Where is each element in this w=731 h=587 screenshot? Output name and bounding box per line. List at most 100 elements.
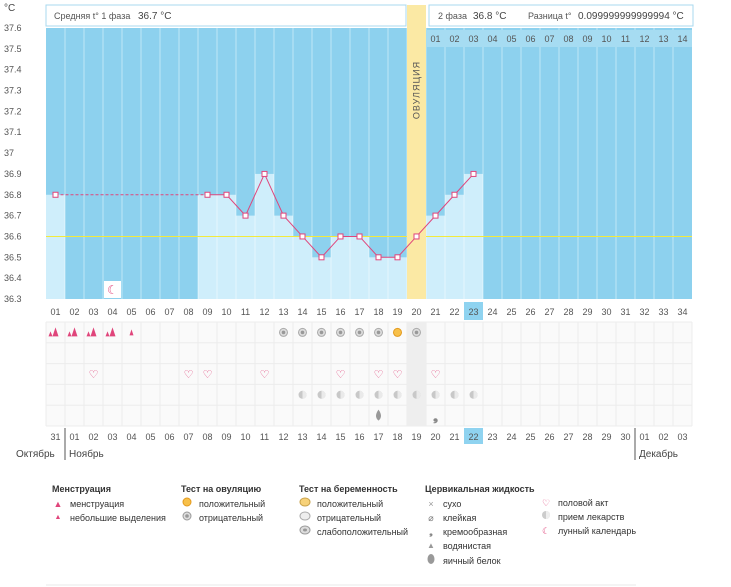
- ovulation-negative-dot: [319, 330, 324, 335]
- menstruation-icon: [105, 331, 110, 337]
- ovulation-negative-dot: [376, 330, 381, 335]
- creamy-icon: ❟: [433, 410, 438, 425]
- y-tick-label: 36.4: [4, 273, 22, 283]
- pill-half: [321, 390, 326, 399]
- negative-test-icon: [181, 511, 193, 525]
- temp-bar: [445, 194, 464, 299]
- post-ovulation-day: 04: [487, 34, 497, 44]
- legend-item: слабоположительный: [317, 527, 409, 537]
- menstruation-icon: [86, 331, 91, 337]
- cycle-day-label: 09: [202, 307, 212, 317]
- y-tick-label: 36.9: [4, 169, 22, 179]
- cycle-day-label: 33: [658, 307, 668, 317]
- date-label: 08: [202, 432, 212, 442]
- legend-cervical: Цервикальная жидкость × сухо ⌀ клейкая ❟ кр…: [425, 482, 535, 569]
- date-label: 02: [88, 432, 98, 442]
- post-ovulation-day: 10: [601, 34, 611, 44]
- cycle-day-label: 20: [411, 307, 421, 317]
- legend-cervical-title: Цервикальная жидкость: [425, 484, 535, 494]
- post-ovulation-day: 01: [430, 34, 440, 44]
- month-label: Ноябрь: [69, 448, 104, 460]
- post-ovulation-day: 14: [677, 34, 687, 44]
- creamy-icon: ❟: [429, 527, 433, 537]
- temp-bar: [350, 236, 369, 299]
- phase2-value: 36.8 °C: [473, 11, 506, 22]
- legend-item: водянистая: [443, 541, 492, 551]
- pill-half: [473, 390, 478, 399]
- cycle-day-label: 28: [563, 307, 573, 317]
- pill-half: [454, 390, 459, 399]
- ovulation-negative-dot: [281, 330, 286, 335]
- heart-icon: ♡: [260, 368, 270, 381]
- legend-item: клейкая: [443, 513, 477, 523]
- date-label: 17: [373, 432, 383, 442]
- menstruation-icon: [109, 327, 116, 337]
- temp-point: [394, 254, 401, 261]
- date-label: 13: [297, 432, 307, 442]
- moon-icon: ☾: [541, 526, 551, 536]
- heart-icon: ♡: [89, 368, 99, 381]
- post-ovulation-day: 06: [525, 34, 535, 44]
- post-ovulation-day: 13: [658, 34, 668, 44]
- legend-pregnancy-test: Тест на беременность положительный отриц…: [299, 482, 408, 539]
- date-label: 27: [563, 432, 573, 442]
- ovulation-negative-dot: [357, 330, 362, 335]
- date-label: 22: [468, 432, 478, 442]
- preg-positive-icon: [299, 497, 311, 511]
- temp-point: [242, 212, 249, 219]
- legend-item: прием лекарств: [558, 512, 625, 522]
- temp-point: [451, 191, 458, 198]
- temp-point: [223, 191, 230, 198]
- cycle-day-label: 16: [335, 307, 345, 317]
- heart-icon: ♡: [374, 368, 384, 381]
- legend-item: положительный: [317, 499, 384, 509]
- phase2-label: 2 фаза: [438, 11, 467, 21]
- post-ovulation-day: 11: [621, 34, 630, 44]
- temp-bar: [274, 215, 293, 299]
- header-left-box: [45, 4, 407, 27]
- menstruation-icon: [71, 327, 78, 337]
- cycle-day-label: 24: [487, 307, 497, 317]
- cycle-day-label: 08: [183, 307, 193, 317]
- today-date-cell: [464, 428, 483, 444]
- phase1-value: 36.7 °C: [138, 11, 171, 22]
- temp-point: [413, 233, 420, 240]
- legend-ovulation-title: Тест на овуляцию: [181, 484, 262, 494]
- cycle-day-label: 04: [107, 307, 117, 317]
- date-label: 23: [487, 432, 497, 442]
- ovulation-positive-icon: [393, 327, 402, 337]
- legend-other: ♡ половой акт прием лекарств ☾ лунный кале…: [540, 496, 636, 538]
- post-ovulation-day: 05: [506, 34, 516, 44]
- date-label: 06: [164, 432, 174, 442]
- date-label: 14: [316, 432, 326, 442]
- date-label: 01: [639, 432, 649, 442]
- cycle-day-label: 01: [50, 307, 60, 317]
- y-tick-label: 37.3: [4, 86, 22, 96]
- cycle-day-label: 21: [430, 307, 440, 317]
- month-label: Октябрь: [16, 448, 55, 460]
- ovulation-negative-dot: [338, 330, 343, 335]
- date-label: 24: [506, 432, 516, 442]
- y-tick-label: 36.8: [4, 190, 22, 200]
- date-label: 01: [69, 432, 79, 442]
- preg-weak-icon: [299, 525, 311, 539]
- pill-half: [378, 390, 383, 399]
- y-tick-label: 37.4: [4, 65, 22, 75]
- heart-icon: ♡: [431, 368, 441, 381]
- unit-label: °C: [4, 3, 15, 14]
- cycle-day-label: 05: [126, 307, 136, 317]
- cycle-day-label: 12: [259, 307, 269, 317]
- menstruation-icon: [48, 331, 53, 337]
- y-tick-label: 36.7: [4, 211, 22, 221]
- cycle-day-label: 25: [506, 307, 516, 317]
- ovulation-label: ОВУЛЯЦИЯ: [412, 61, 422, 119]
- y-tick-label: 37.6: [4, 23, 22, 33]
- legend-item: кремообразная: [443, 527, 508, 537]
- legend-ovulation-test: Тест на овуляцию положительный отрицател…: [181, 482, 265, 525]
- temp-point: [299, 233, 306, 240]
- date-label: 30: [620, 432, 630, 442]
- legend-item: отрицательный: [317, 513, 382, 523]
- date-label: 31: [50, 432, 60, 442]
- date-label: 02: [658, 432, 668, 442]
- date-label: 19: [411, 432, 421, 442]
